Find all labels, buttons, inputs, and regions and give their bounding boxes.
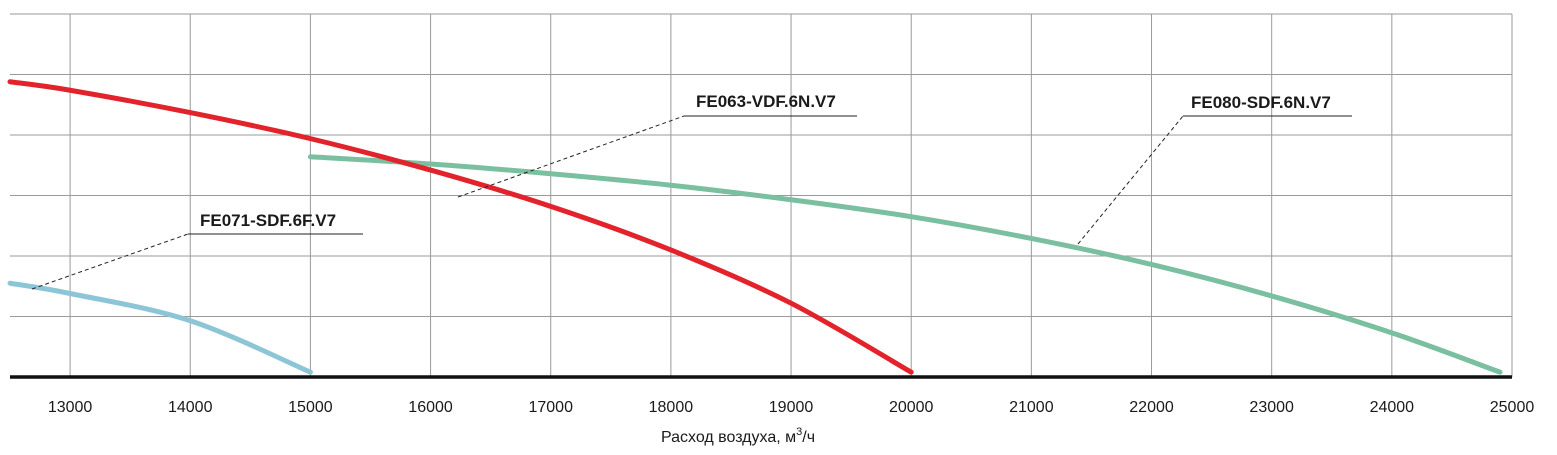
x-axis-title-main: Расход воздуха, м (661, 429, 796, 446)
series-line-fe071 (7, 280, 313, 375)
x-tick-label: 23000 (1249, 399, 1294, 416)
x-tick-label: 14000 (168, 399, 213, 416)
leader-line-fe063 (457, 115, 685, 198)
x-axis-title-suffix: /ч (802, 429, 815, 446)
x-tick-label: 19000 (769, 399, 814, 416)
grid-layer (10, 13, 1513, 377)
series-label-fe080: FE080-SDF.6N.V7 (1191, 93, 1331, 112)
leader-line-fe071 (31, 233, 189, 290)
label-layer: FE063-VDF.6N.V7 FE080-SDF.6N.V7 FE071-SDF.… (200, 92, 1331, 230)
x-axis-title: Расход воздуха, м3/ч (661, 426, 815, 446)
series-layer (7, 79, 1503, 375)
x-tick-label: 15000 (288, 399, 333, 416)
x-axis-title-sup: 3 (796, 426, 802, 438)
series-line-fe063 (7, 79, 914, 375)
x-tick-label: 20000 (889, 399, 934, 416)
x-tick-label: 13000 (48, 399, 93, 416)
series-label-fe071: FE071-SDF.6F.V7 (200, 211, 336, 230)
x-tick-label: 17000 (528, 399, 573, 416)
leader-layer (31, 115, 1352, 290)
series-line-fe080 (307, 154, 1503, 375)
x-tick-label: 16000 (408, 399, 453, 416)
axis-layer: 13000 14000 15000 16000 17000 18000 19000 20000… (10, 375, 1535, 416)
series-label-fe063: FE063-VDF.6N.V7 (696, 92, 836, 111)
x-tick-label: 18000 (649, 399, 694, 416)
x-tick-label: 22000 (1129, 399, 1174, 416)
x-tick-label: 21000 (1009, 399, 1054, 416)
x-tick-label: 25000 (1490, 399, 1535, 416)
x-tick-label: 24000 (1370, 399, 1415, 416)
